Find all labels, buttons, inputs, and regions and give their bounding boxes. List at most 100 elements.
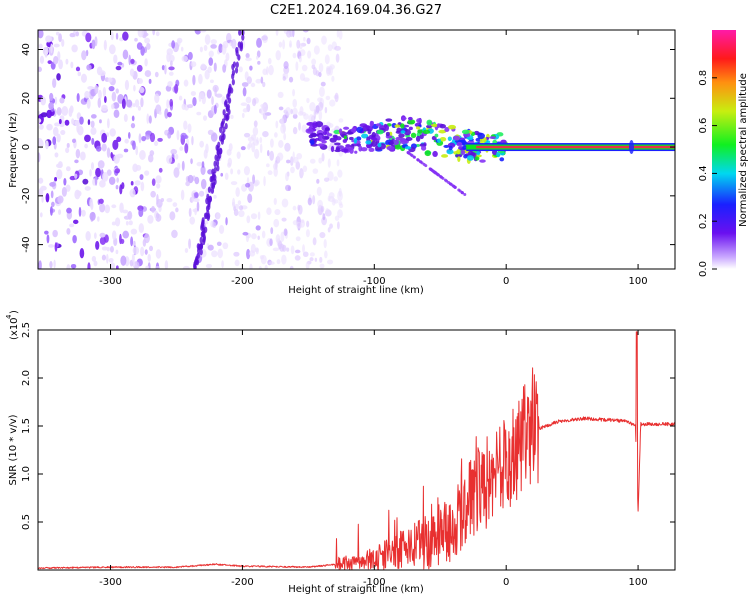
spectrogram-cell-541 — [302, 111, 306, 117]
spectrogram-cell-1385 — [428, 167, 432, 171]
spectrogram-cell-616 — [81, 50, 87, 61]
spectrogram-cell-1299 — [346, 131, 353, 135]
spectrogram-cell-166 — [66, 228, 71, 235]
spectrogram-cell-123 — [321, 216, 327, 226]
spectrogram-cell-94 — [91, 255, 97, 262]
spectrogram-cell-282 — [192, 197, 200, 202]
spectrogram-cell-721 — [215, 93, 223, 98]
spectrogram-cell-844 — [130, 180, 134, 186]
spectrogram-cell-889 — [212, 221, 217, 228]
spectrogram-cell-416 — [198, 190, 205, 197]
spectrogram-cell-485 — [283, 132, 287, 141]
spectrogram-cell-611 — [119, 202, 124, 214]
snr-xtick-label-3: 0 — [503, 577, 509, 588]
spectrogram-cell-272 — [53, 259, 56, 269]
spectrogram-cell-781 — [181, 55, 188, 62]
spectrogram-cell-511 — [111, 230, 117, 241]
spectrogram-cell-176 — [55, 31, 60, 36]
spectrogram-cell-324 — [112, 139, 119, 151]
spectrogram-cell-234 — [246, 248, 251, 260]
spectrogram-cell-382 — [108, 257, 114, 263]
spectrogram-cell-310 — [131, 115, 135, 122]
spectrogram-cell-819 — [210, 44, 217, 49]
spectrogram-cell-673 — [297, 204, 301, 211]
spectrogram-cell-334 — [316, 178, 320, 184]
spectrogram-cell-487 — [166, 198, 173, 203]
spectrogram-cell-92 — [90, 127, 97, 136]
spectrogram-cell-526 — [309, 257, 314, 262]
spectrogram-cell-658 — [293, 156, 299, 164]
spectrogram-cell-113 — [137, 106, 142, 111]
spectrogram-cell-882 — [233, 251, 240, 257]
spectrogram-cell-385 — [246, 76, 252, 85]
spectrogram-cell-913 — [199, 236, 203, 244]
spectrogram-cell-424 — [249, 250, 256, 257]
spectrogram-cell-1197 — [368, 147, 375, 152]
spectrogram-cell-772 — [275, 30, 279, 36]
spectrogram-cell-613 — [44, 140, 49, 150]
spectrogram-cell-976 — [220, 120, 224, 128]
spectrogram-cell-712 — [115, 185, 119, 190]
spectrogram-cell-190 — [84, 143, 88, 149]
spectrogram-cell-1001 — [231, 78, 235, 86]
spectrogram-cell-774 — [214, 86, 217, 97]
spectrogram-cell-837 — [183, 135, 189, 139]
spectrogram-cell-763 — [155, 212, 160, 219]
spectrogram-cell-1315 — [400, 130, 406, 134]
spectrogram-cell-644 — [238, 66, 243, 73]
colorbar-gradient — [712, 30, 736, 269]
spectrogram-cell-825 — [318, 101, 324, 111]
spectrogram-cell-417 — [114, 168, 121, 174]
spectrogram-cell-542 — [319, 231, 326, 239]
spectrogram-cell-591 — [185, 181, 190, 187]
spectrogram-cell-969 — [237, 54, 241, 61]
spectrogram-cell-96 — [312, 168, 319, 174]
spectrogram-cell-593 — [322, 213, 326, 221]
spectrogram-cell-634 — [292, 220, 298, 226]
spectrogram-cell-270 — [64, 119, 70, 126]
spectrogram-cell-857 — [205, 143, 209, 154]
spectrogram-cell-409 — [276, 259, 281, 265]
snr-xtick-label-1: -200 — [231, 577, 254, 588]
spectrogram-cell-405 — [243, 132, 251, 138]
spectrogram-cell-1308 — [400, 138, 407, 145]
spectrogram-cell-983 — [193, 263, 197, 269]
spectrogram-cell-21 — [39, 55, 45, 64]
spectrogram-cell-206 — [149, 132, 156, 143]
spectrogram-cell-765 — [237, 169, 241, 175]
spectrogram-cell-1168 — [444, 126, 450, 133]
spectrogram-cell-1325 — [461, 129, 470, 135]
spectrogram-cell-369 — [66, 264, 71, 269]
spectrogram-cell-1188 — [407, 119, 416, 125]
spectrogram-cell-212 — [122, 49, 129, 60]
spectrogram-cell-536 — [318, 157, 323, 164]
spectrogram-cell-1249 — [455, 154, 463, 158]
spectrogram-cell-1210 — [420, 145, 427, 151]
spectrogram-cell-789 — [289, 43, 292, 48]
spectrogram-cell-173 — [80, 73, 87, 83]
spectrogram-cell-533 — [187, 104, 194, 109]
spectrogram-cell-93 — [90, 162, 95, 170]
spectrogram-cell-1267 — [448, 124, 457, 130]
spectrogram-cell-963 — [216, 164, 220, 172]
spectrogram-cell-1280 — [371, 137, 378, 142]
spectrogram-cell-718 — [210, 39, 217, 45]
spectrogram-cell-287 — [202, 115, 208, 121]
spectrogram-cell-544 — [213, 104, 217, 114]
spectrogram-cell-648 — [281, 254, 287, 265]
spectrogram-cell-185 — [63, 178, 67, 186]
spectrogram-cell-157 — [257, 211, 261, 220]
spectrogram-cell-805 — [261, 230, 266, 239]
spectrogram-cell-494 — [151, 178, 156, 186]
spectrogram-cell-128 — [309, 252, 315, 257]
spectrogram-cell-1147 — [441, 154, 449, 158]
spectrogram-cell-506 — [321, 35, 327, 45]
spectrogram-cell-854 — [111, 91, 117, 102]
spectrogram-cell-716 — [146, 43, 151, 50]
spectrogram-cell-354 — [164, 260, 169, 269]
spectrogram-cell-1120 — [396, 127, 402, 133]
spectrogram-cell-188 — [337, 209, 343, 218]
spectrogram-cell-425 — [321, 152, 325, 162]
spectrogram-cell-563 — [194, 176, 200, 185]
spectrogram-cell-495 — [268, 64, 274, 76]
